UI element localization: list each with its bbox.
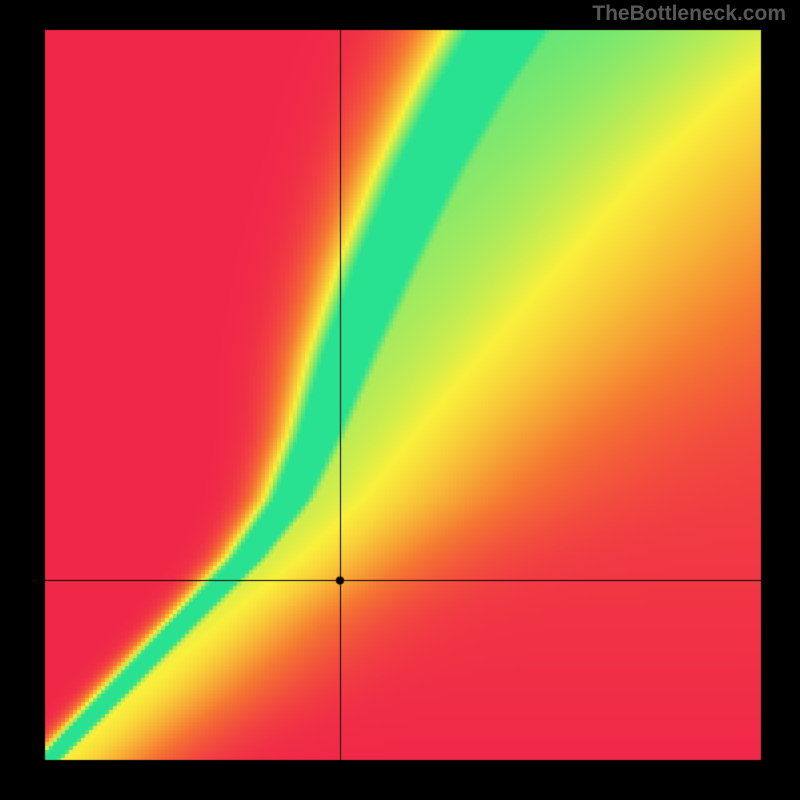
watermark-text: TheBottleneck.com	[592, 2, 786, 26]
chart-container: TheBottleneck.com	[0, 0, 800, 800]
heatmap-canvas	[0, 0, 800, 800]
